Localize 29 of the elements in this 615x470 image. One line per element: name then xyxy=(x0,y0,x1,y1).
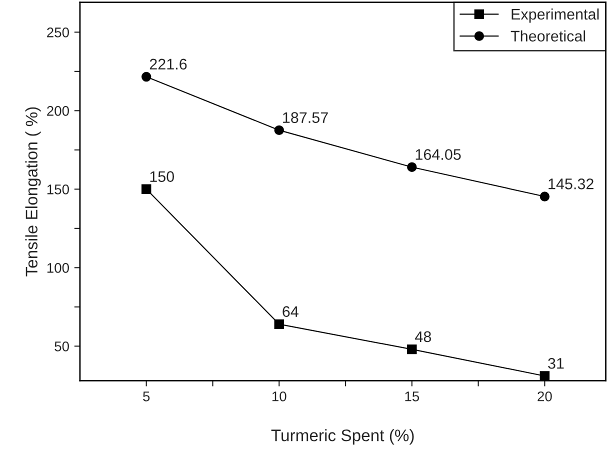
y-tick-label: 50 xyxy=(54,341,69,352)
data-label: 164.05 xyxy=(416,149,461,160)
y-axis-title: Tensile Elongation ( %) xyxy=(25,107,41,276)
y-tick-label: 150 xyxy=(47,184,69,194)
data-label: 145.32 xyxy=(548,178,594,190)
data-label: 187.57 xyxy=(283,112,328,123)
data-label: 221.6 xyxy=(150,58,187,70)
legend-label: Theoretical xyxy=(510,30,586,42)
point xyxy=(141,184,152,194)
y-tick-label: 200 xyxy=(47,106,69,116)
point xyxy=(540,192,550,202)
data-label: 48 xyxy=(415,331,432,342)
x-tick-label: 10 xyxy=(272,391,286,402)
data-label: 64 xyxy=(282,306,298,317)
x-axis-title: Turmeric Spent (%) xyxy=(271,429,414,445)
point xyxy=(274,125,284,136)
data-label: 31 xyxy=(548,358,564,369)
legend-label: Experimental xyxy=(512,8,599,23)
data-label: 150 xyxy=(150,171,174,182)
y-tick-label: 100 xyxy=(47,263,69,273)
x-tick-label: 15 xyxy=(405,392,420,402)
point xyxy=(407,162,417,172)
x-tick-label: 5 xyxy=(143,392,150,402)
x-tick-label: 20 xyxy=(538,391,552,402)
point xyxy=(407,344,417,354)
point xyxy=(540,371,550,381)
y-tick-label: 250 xyxy=(47,28,69,38)
point xyxy=(141,72,152,82)
point xyxy=(274,319,284,330)
